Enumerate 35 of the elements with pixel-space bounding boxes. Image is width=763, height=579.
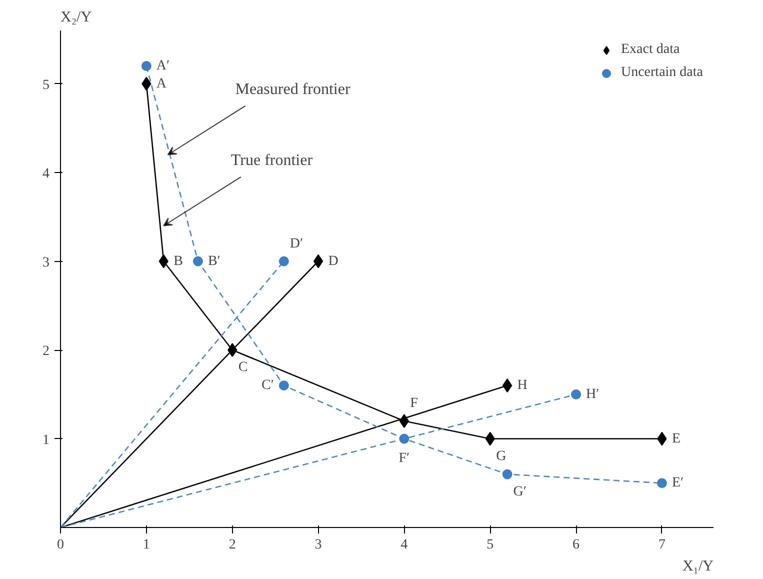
annotation: D′ [290, 236, 304, 252]
annotation: B′ [208, 254, 220, 269]
annotation: C′ [261, 378, 274, 393]
x-tick-label: 7 [658, 538, 666, 552]
annotation: True frontier [230, 152, 314, 169]
annotation: F′ [398, 450, 410, 466]
annotation: G [496, 448, 506, 464]
x-tick-label: 5 [486, 538, 494, 552]
annotation: F [410, 396, 418, 411]
annotation: D [328, 254, 338, 269]
annotation: B [174, 254, 183, 269]
annotation: E [672, 431, 681, 446]
annotation: Measured frontier [235, 80, 351, 98]
x-axis-title: X₁/Y [682, 558, 714, 574]
y-tick-label: 5 [42, 78, 50, 93]
x-tick-label: 6 [572, 538, 580, 552]
y-tick-label: 4 [42, 166, 50, 182]
y-axis-title: X₂/Y [60, 10, 92, 26]
annotation: E′ [672, 476, 684, 491]
annotation: C [238, 360, 248, 375]
x-tick-label: 0 [57, 538, 64, 552]
annotation: G′ [513, 484, 526, 500]
annotation: A [156, 76, 168, 92]
y-tick-label: 2 [42, 344, 50, 359]
legend-label: Exact data [620, 42, 680, 58]
annotation: A′ [156, 58, 170, 74]
legend-label: Uncertain data [620, 65, 703, 81]
x-tick-label: 3 [314, 538, 322, 552]
y-tick-label: 1 [42, 432, 50, 448]
y-tick-label: 3 [42, 255, 50, 270]
x-tick-label: 1 [142, 538, 150, 552]
annotation: H [517, 378, 528, 393]
x-tick-label: 2 [228, 538, 236, 552]
annotation: H′ [586, 386, 600, 402]
x-tick-label: 4 [400, 538, 408, 552]
